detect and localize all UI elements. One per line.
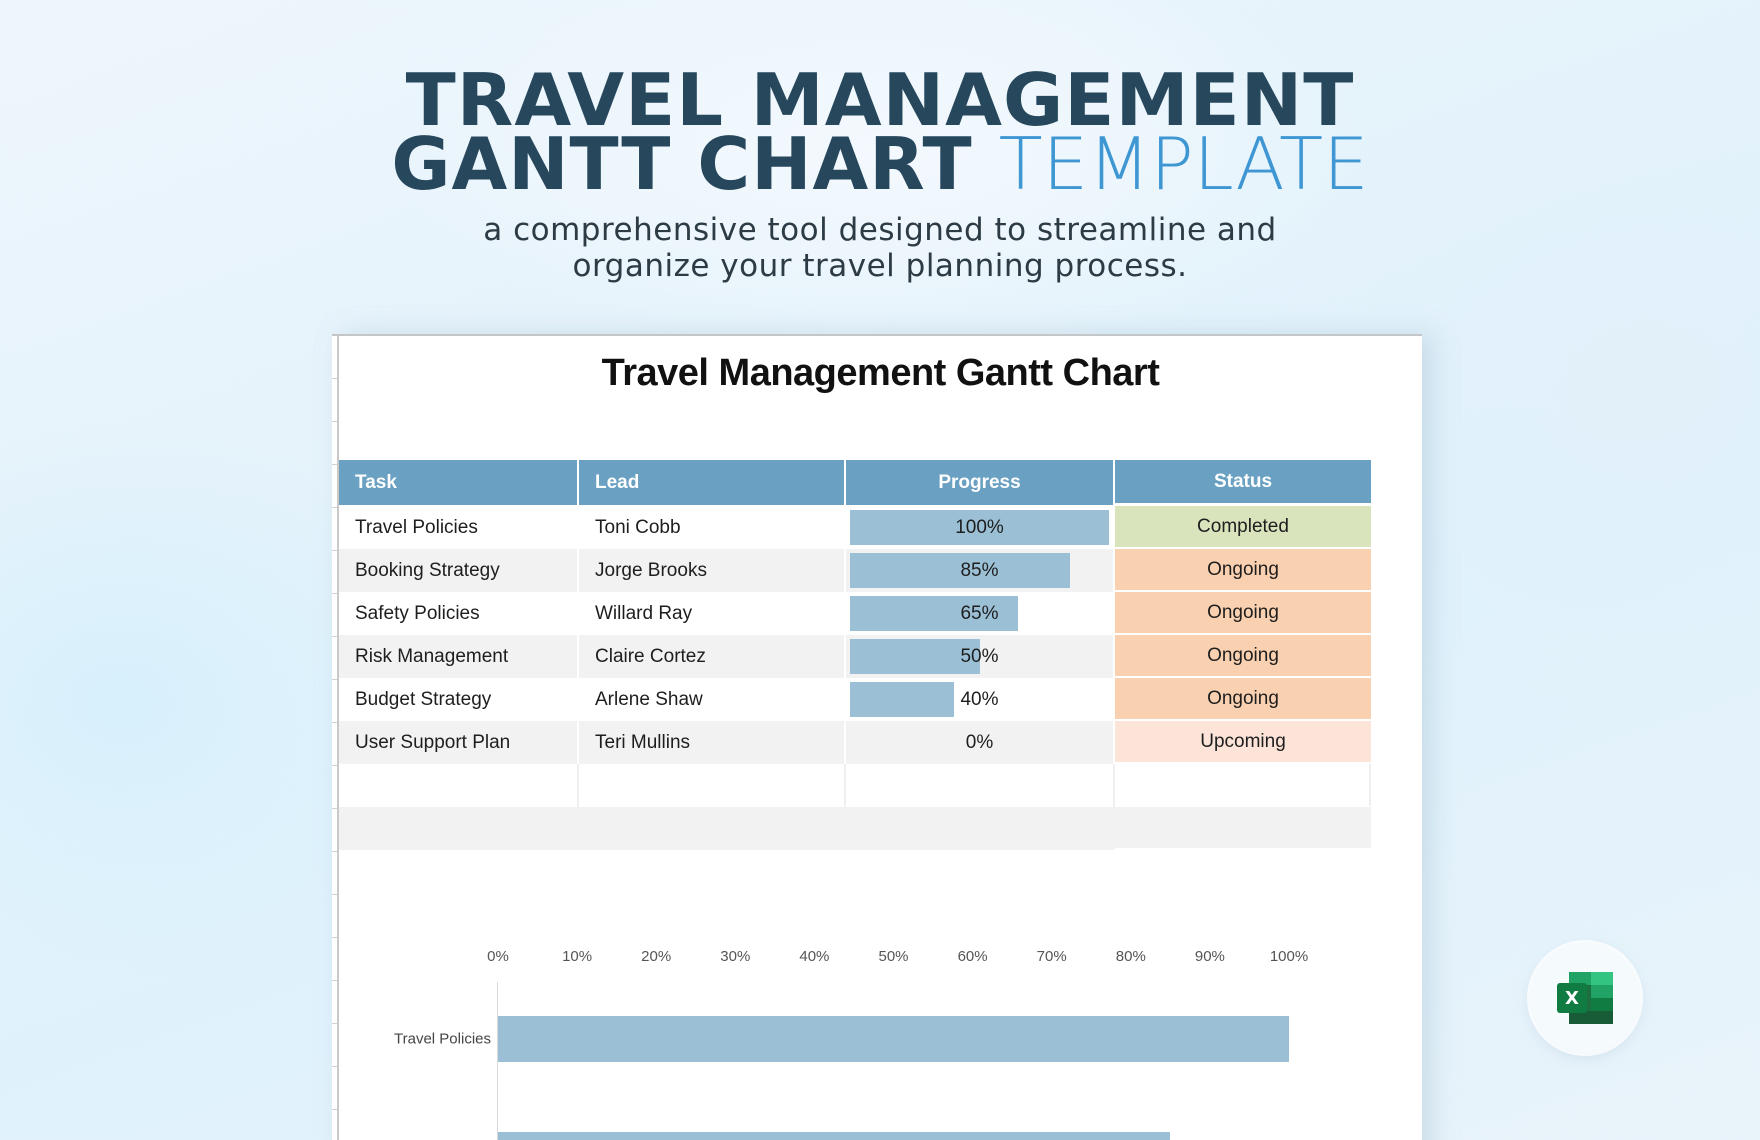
status-badge: Ongoing — [1115, 592, 1371, 635]
axis-tick-label: 70% — [1036, 948, 1067, 965]
axis-tick-label: 40% — [799, 948, 830, 965]
chart-category-label: Travel Policies — [394, 1030, 491, 1048]
progress-track — [850, 639, 1109, 674]
table-row: Risk Management Claire Cortez 50% Ongoing — [339, 635, 1371, 678]
lead-cell: Toni Cobb — [579, 506, 846, 549]
chart-bar — [498, 1132, 1171, 1140]
status-badge: Ongoing — [1115, 549, 1371, 592]
header-progress: Progress — [846, 460, 1115, 505]
lead-cell: Claire Cortez — [579, 635, 846, 678]
progress-track — [850, 553, 1109, 588]
status-badge: Ongoing — [1115, 635, 1371, 678]
progress-cell: 50% — [846, 635, 1115, 678]
empty-cell — [1115, 764, 1371, 807]
excel-badge: X — [1530, 943, 1640, 1053]
sheet-title: Travel Management Gantt Chart — [601, 352, 1160, 394]
empty-cell — [579, 764, 846, 807]
axis-tick-label: 100% — [1269, 948, 1309, 965]
hero-subtitle-line2: organize your travel planning process. — [572, 248, 1188, 284]
empty-row — [339, 764, 1371, 807]
progress-cell: 85% — [846, 549, 1115, 592]
axis-tick-label: 30% — [720, 948, 751, 965]
progress-track — [850, 682, 1109, 717]
progress-bar — [850, 553, 1071, 588]
empty-cell — [339, 764, 579, 807]
progress-label: 100% — [955, 516, 1004, 538]
chart-bar — [498, 1016, 1289, 1062]
lead-cell: Jorge Brooks — [579, 549, 846, 592]
gantt-table: Task Lead Progress Status Travel Policie… — [339, 460, 1371, 850]
empty-cell — [846, 764, 1115, 807]
spreadsheet-preview: Travel Management Gantt Chart Task Lead … — [332, 334, 1422, 1140]
progress-label: 40% — [960, 688, 999, 710]
table-row: User Support Plan Teri Mullins 0% Upcoming — [339, 721, 1371, 764]
lead-cell: Arlene Shaw — [579, 678, 846, 721]
axis-tick-label: 80% — [1115, 948, 1146, 965]
header-lead: Lead — [579, 460, 846, 505]
table-row: Safety Policies Willard Ray 65% Ongoing — [339, 592, 1371, 635]
header-status: Status — [1115, 460, 1371, 505]
axis-tick-label: 20% — [641, 948, 672, 965]
task-cell: User Support Plan — [339, 721, 579, 764]
task-cell: Booking Strategy — [339, 549, 579, 592]
header-task: Task — [339, 460, 579, 505]
progress-label: 85% — [960, 559, 999, 581]
empty-row — [339, 807, 1371, 850]
progress-bar — [850, 639, 980, 674]
task-cell: Safety Policies — [339, 592, 579, 635]
axis-tick-label: 50% — [878, 948, 909, 965]
progress-cell: 40% — [846, 678, 1115, 721]
table-row: Budget Strategy Arlene Shaw 40% Ongoing — [339, 678, 1371, 721]
hero-title-line1: TRAVEL MANAGEMENT — [405, 58, 1355, 142]
progress-label: 0% — [965, 731, 994, 753]
chart-axis — [497, 982, 498, 1140]
axis-tick-label: 90% — [1194, 948, 1225, 965]
empty-cell — [1115, 807, 1371, 850]
axis-tick-label: 10% — [562, 948, 593, 965]
hero-title-bold: GANTT CHART — [391, 122, 973, 206]
progress-label: 65% — [960, 602, 999, 624]
empty-cell — [579, 807, 846, 850]
task-cell: Risk Management — [339, 635, 579, 678]
lead-cell: Teri Mullins — [579, 721, 846, 764]
progress-track — [850, 596, 1109, 631]
progress-cell: 65% — [846, 592, 1115, 635]
progress-bar — [850, 510, 1109, 545]
table-row: Booking Strategy Jorge Brooks 85% Ongoing — [339, 549, 1371, 592]
hero-title-line2: GANTT CHART TEMPLATE — [0, 128, 1760, 200]
svg-text:X: X — [1565, 988, 1579, 1009]
empty-cell — [339, 807, 579, 850]
progress-label: 50% — [960, 645, 999, 667]
empty-cell — [846, 807, 1115, 850]
excel-icon: X — [1557, 972, 1613, 1024]
status-badge: Upcoming — [1115, 721, 1371, 764]
progress-bar — [850, 682, 954, 717]
progress-track — [850, 510, 1109, 545]
progress-bar — [850, 596, 1019, 631]
axis-tick-label: 60% — [957, 948, 988, 965]
gantt-bar-chart: 0% 10% 20% 30% 40% 50% 60% 70% 80% 90% 100% Travel… — [339, 336, 1419, 1140]
table-header: Task Lead Progress Status — [339, 460, 1371, 505]
lead-cell: Willard Ray — [579, 592, 846, 635]
row-ruler — [332, 336, 339, 1140]
status-badge: Completed — [1115, 506, 1371, 549]
progress-cell: 0% — [846, 721, 1115, 764]
hero-title-accent: TEMPLATE — [998, 122, 1369, 206]
table-row: Travel Policies Toni Cobb 100% Completed — [339, 506, 1371, 549]
hero-subtitle-line1: a comprehensive tool designed to streaml… — [483, 212, 1277, 248]
axis-tick-label: 0% — [487, 948, 509, 965]
task-cell: Budget Strategy — [339, 678, 579, 721]
status-badge: Ongoing — [1115, 678, 1371, 721]
progress-cell: 100% — [846, 506, 1115, 549]
task-cell: Travel Policies — [339, 506, 579, 549]
